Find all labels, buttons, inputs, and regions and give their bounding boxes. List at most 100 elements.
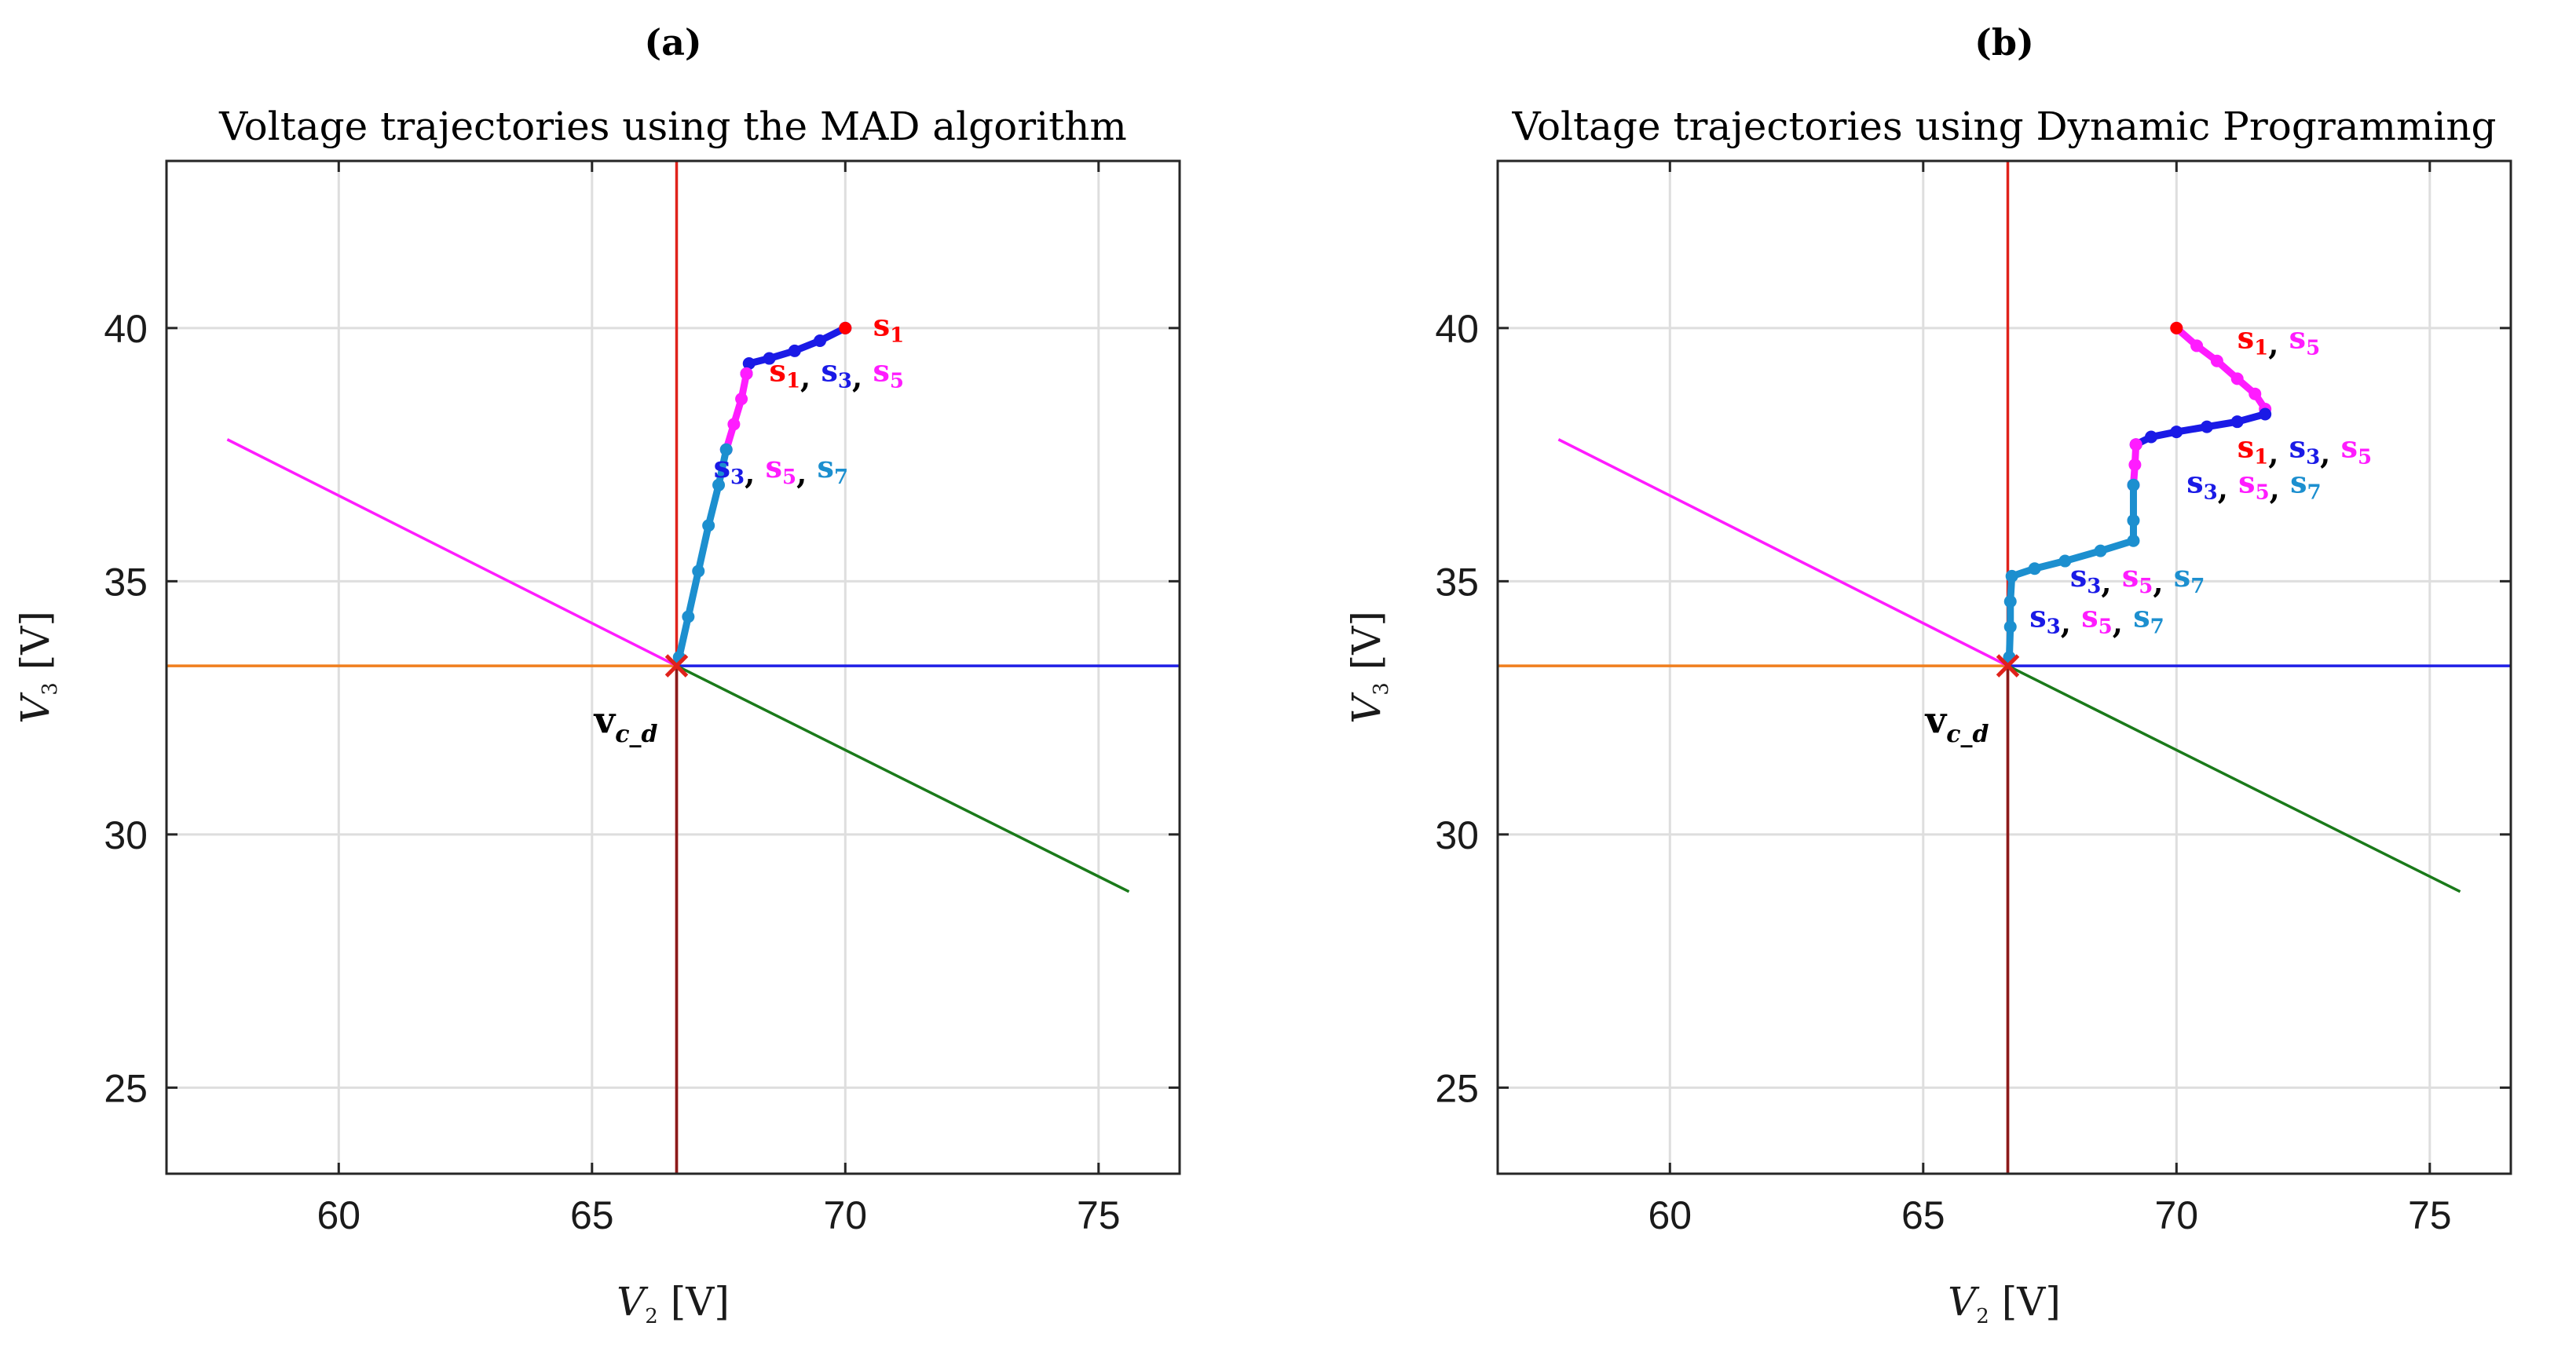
y-tick-label: 25	[1435, 1066, 1479, 1110]
reference-line	[226, 438, 678, 667]
target-label-symbol: v	[594, 699, 617, 741]
switch-annotation: s1	[873, 308, 905, 348]
annotation-sub: 1	[2254, 337, 2268, 360]
annotation-symbol: s	[2174, 558, 2190, 594]
x-tick-label: 65	[1901, 1193, 1945, 1237]
annotation-symbol: s	[2289, 429, 2306, 464]
x-tick-label: 75	[2408, 1193, 2452, 1237]
target-label: vc_d	[594, 699, 658, 748]
annotation-sep: ,	[852, 360, 873, 395]
trajectory-point	[2259, 407, 2272, 421]
switch-annotation: s1, s3, s5	[2238, 429, 2372, 470]
target-label-symbol: v	[1925, 699, 1948, 741]
y-tick-label: 35	[1435, 560, 1479, 604]
reference-line	[2007, 664, 2461, 893]
y-tick-label: 35	[104, 560, 148, 604]
annotation-symbol: s	[873, 353, 889, 389]
x-axis-sub: 2	[1976, 1305, 1989, 1328]
annotation-sub: 1	[2254, 445, 2268, 469]
switch-annotation: s1, s3, s5	[770, 353, 904, 395]
annotation-sub: 3	[730, 466, 745, 489]
trajectory-point	[742, 357, 756, 370]
annotation-sep: ,	[2061, 605, 2081, 640]
y-axis-label: V3 [V]	[1344, 611, 1393, 724]
y-axis-symbol: V	[13, 692, 58, 724]
chart-title: Voltage trajectories using Dynamic Progr…	[1511, 104, 2496, 149]
x-tick-label: 65	[570, 1193, 614, 1237]
trajectory-point	[682, 610, 695, 623]
trajectory-line	[2005, 481, 2137, 661]
annotation-sep: ,	[2153, 564, 2173, 600]
y-tick-label: 30	[104, 813, 148, 857]
trajectory-point	[2170, 426, 2183, 439]
annotation-sub: 5	[2139, 575, 2153, 598]
target-cross	[1996, 654, 2020, 678]
annotation-sub: 3	[838, 370, 852, 393]
annotation-sub: 3	[2047, 615, 2061, 638]
annotation-sub: 7	[834, 466, 848, 489]
trajectory-point	[692, 564, 705, 578]
trajectory-point	[2210, 354, 2223, 367]
reference-line	[675, 664, 1130, 893]
annotation-sub: 5	[2358, 445, 2372, 469]
annotation-sep: ,	[2101, 564, 2121, 600]
x-tick-label: 60	[1648, 1193, 1692, 1237]
x-axis-sub: 2	[645, 1305, 658, 1328]
axes-box	[1496, 159, 2512, 1175]
trajectory-point	[2127, 478, 2140, 491]
trajectory-point	[727, 418, 741, 431]
annotation-symbol: s	[766, 449, 782, 484]
trajectory-line	[723, 370, 751, 454]
trajectory-point	[2127, 534, 2140, 547]
annotation-sep: ,	[2218, 470, 2238, 506]
chart-title: Voltage trajectories using the MAD algor…	[218, 104, 1127, 149]
trajectory-point	[719, 443, 733, 456]
annotation-symbol: s	[2186, 464, 2203, 499]
trajectory-point	[712, 478, 726, 491]
trajectory-point	[740, 367, 753, 380]
annotation-symbol: s	[821, 353, 838, 389]
trajectory-point	[2230, 372, 2244, 385]
annotation-sub: 5	[2256, 480, 2270, 504]
trajectory-point	[763, 352, 776, 365]
target-label-sub: c_d	[1946, 721, 1989, 748]
annotation-symbol: s	[2238, 464, 2255, 499]
trajectory-point	[2230, 415, 2244, 429]
annotation-symbol: s	[2122, 558, 2139, 594]
trajectory-point	[2127, 513, 2140, 527]
trajectory-point	[2145, 430, 2158, 444]
trajectory-point	[735, 393, 748, 406]
target-label-sub: c_d	[615, 721, 657, 748]
panel-label: (b)	[1974, 21, 2034, 64]
switch-annotation: s1, s5	[2238, 320, 2320, 362]
y-tick-label: 40	[104, 307, 148, 351]
annotation-sep: ,	[2113, 605, 2133, 640]
y-axis-unit: [V]	[1344, 611, 1389, 682]
annotation-symbol: s	[2081, 598, 2098, 634]
trajectory-point	[2201, 420, 2213, 433]
switch-annotation: s3, s5, s7	[2186, 464, 2321, 506]
annotation-sub: 3	[2204, 480, 2218, 504]
x-axis-symbol: V	[1948, 1279, 1980, 1324]
x-axis-label: V2 [V]	[1948, 1279, 2061, 1328]
y-tick-label: 25	[104, 1066, 148, 1110]
annotation-symbol: s	[2238, 429, 2254, 464]
trajectory-point	[788, 344, 801, 357]
annotation-sub: 1	[786, 370, 800, 393]
annotation-sub: 7	[2307, 480, 2322, 504]
annotation-symbol: s	[2289, 320, 2306, 356]
annotation-symbol: s	[714, 449, 730, 484]
trajectory-point	[814, 334, 827, 347]
x-tick-label: 70	[2154, 1193, 2198, 1237]
target-cross	[664, 654, 689, 678]
annotation-symbol: s	[873, 308, 890, 343]
annotation-symbol: s	[2029, 598, 2046, 634]
annotation-sub: 7	[2150, 615, 2164, 638]
annotation-sep: ,	[796, 455, 817, 491]
trajectory-point	[2028, 562, 2041, 575]
reference-line	[1557, 438, 2009, 667]
annotation-symbol: s	[2133, 598, 2150, 634]
switch-annotation: s3, s5, s7	[714, 449, 848, 491]
y-axis-sub: 3	[1370, 682, 1393, 696]
